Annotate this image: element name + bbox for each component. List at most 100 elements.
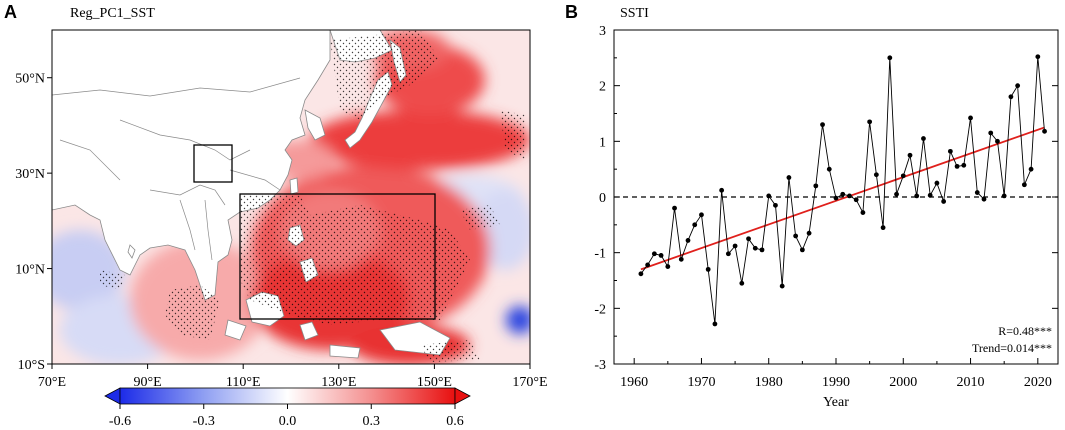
map-x-tick-label: 90°E — [134, 375, 162, 390]
x-axis-title: Year — [823, 395, 849, 410]
ssti-point — [820, 122, 825, 128]
ssti-point — [961, 162, 967, 168]
ts-x-tick-label: 1970 — [687, 375, 715, 390]
ssti-point — [705, 266, 711, 272]
ssti-point — [739, 280, 745, 286]
ssti-point — [645, 262, 651, 268]
ssti-point — [759, 247, 765, 253]
map-x-tick-label: 150°E — [417, 375, 452, 390]
ssti-point — [934, 180, 940, 186]
ts-x-tick-label: 1980 — [755, 375, 783, 390]
ssti-point — [779, 283, 785, 289]
ts-x-tick-label: 2020 — [1024, 375, 1052, 390]
ssti-point — [1021, 182, 1027, 188]
ssti-point — [927, 192, 933, 198]
colorbar-tick-label: 0.0 — [279, 414, 297, 429]
ssti-point — [799, 247, 805, 253]
ssti-point — [1035, 54, 1041, 60]
map-y-tick-label: 10°N — [15, 263, 45, 278]
ssti-point — [752, 245, 758, 251]
ssti-points — [638, 54, 1047, 327]
ssti-point — [719, 187, 725, 193]
ts-y-tick-label: -3 — [594, 358, 606, 373]
ssti-point — [1001, 193, 1007, 199]
ts-y-tick-label: 1 — [599, 135, 606, 150]
ssti-point — [974, 190, 980, 195]
ssti-point — [665, 264, 671, 269]
ts-y-tick-label: 2 — [599, 80, 606, 95]
map-axes: 70°E 90°E 110°E 130°E 150°E 170°E 50°N 30°N 10°N… — [15, 72, 547, 390]
ssti-series-line — [640, 56, 1045, 324]
ssti-point — [947, 148, 953, 154]
map-x-tick-label: 110°E — [226, 375, 261, 390]
panel-a-title: Reg_PC1_SST — [70, 6, 155, 21]
ssti-point — [900, 173, 906, 179]
significance-stipple — [100, 30, 525, 362]
ssti-point — [678, 256, 684, 262]
ssti-point — [860, 210, 866, 215]
ts-y-tick-label: -2 — [594, 302, 606, 317]
ts-axes: 1960 1970 1980 1990 2000 2010 2020 -3 -2 -1 0 1 2 3 — [594, 24, 1058, 390]
colorbar-tick-label: 0.3 — [363, 414, 381, 429]
ssti-point — [692, 222, 698, 228]
map-x-tick-label: 170°E — [512, 375, 547, 390]
region-box-ocean — [239, 193, 436, 320]
ts-x-tick-label: 2000 — [889, 375, 917, 390]
region-box-land — [193, 144, 233, 183]
ssti-point — [786, 175, 792, 180]
ssti-point — [699, 212, 704, 218]
colorbar-ticks: -0.6 -0.3 0.0 0.3 0.6 — [109, 404, 464, 429]
ssti-point — [840, 191, 846, 197]
ssti-point — [880, 225, 886, 231]
ssti-point — [1008, 94, 1014, 100]
colorbar-low-arrow — [104, 387, 121, 405]
ts-x-tick-label: 2010 — [957, 375, 985, 390]
ssti-point — [1042, 128, 1047, 134]
ssti-point — [793, 233, 799, 239]
panel-b-letter: B — [565, 2, 578, 22]
ts-y-tick-label: 3 — [599, 24, 606, 39]
ts-x-tick-label: 1960 — [620, 375, 648, 390]
map-frame — [51, 29, 531, 365]
ssti-point — [685, 238, 691, 243]
ssti-point — [773, 202, 778, 208]
map-y-tick-label: 30°N — [15, 167, 45, 182]
ssti-point — [867, 119, 873, 125]
panel-b-title: SSTI — [620, 6, 649, 21]
ssti-point — [833, 195, 839, 201]
ssti-point — [712, 321, 718, 327]
ssti-point — [672, 205, 677, 211]
ssti-point — [826, 166, 832, 172]
ssti-point — [995, 138, 1000, 144]
ts-y-tick-label: -1 — [594, 247, 606, 262]
map-x-tick-label: 70°E — [38, 375, 66, 390]
ssti-point — [921, 136, 926, 141]
ssti-point — [766, 193, 772, 199]
ssti-point — [732, 243, 738, 249]
ssti-point — [907, 152, 913, 158]
ssti-point — [914, 193, 920, 199]
ssti-point — [894, 191, 899, 197]
colorbar: -0.6 -0.3 0.0 0.3 0.6 — [104, 387, 471, 429]
ssti-point — [658, 253, 664, 258]
ssti-point — [1015, 83, 1021, 89]
colorbar-bar — [119, 387, 456, 405]
map-y-tick-label: 10°S — [18, 358, 45, 373]
ssti-point — [806, 230, 812, 236]
ssti-point — [813, 183, 819, 189]
map-x-tick-label: 130°E — [321, 375, 356, 390]
ssti-point — [638, 271, 644, 277]
ssti-point — [847, 193, 852, 199]
ssti-point — [1028, 166, 1034, 172]
ssti-point — [853, 197, 859, 203]
colorbar-tick-label: -0.3 — [193, 414, 215, 429]
colorbar-tick-label: -0.6 — [109, 414, 131, 429]
ts-y-tick-label: 0 — [599, 191, 606, 206]
ssti-point — [746, 236, 751, 242]
ssti-point — [725, 251, 731, 257]
ts-x-tick-label: 1990 — [822, 375, 850, 390]
ssti-point — [941, 199, 947, 204]
ssti-point — [873, 172, 879, 178]
colorbar-high-arrow — [454, 387, 471, 405]
